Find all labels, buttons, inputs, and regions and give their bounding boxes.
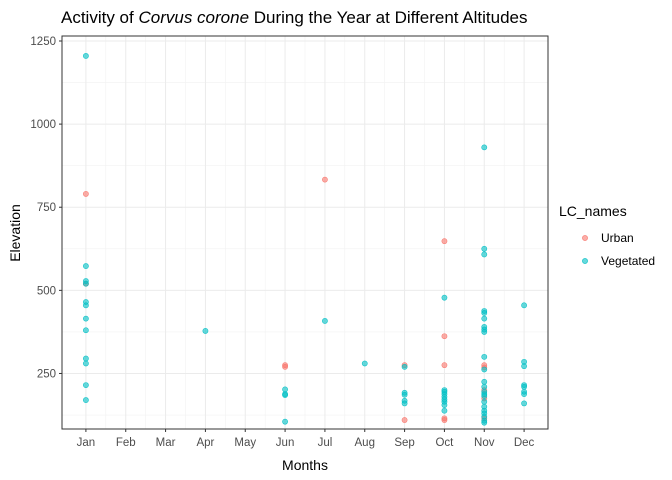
x-tick-label: Feb	[116, 437, 136, 449]
data-point-vegetated	[481, 383, 488, 390]
data-point-vegetated	[202, 328, 209, 334]
x-tick-label: Sep	[394, 437, 414, 449]
data-points	[83, 53, 527, 426]
data-point-vegetated	[481, 329, 488, 335]
data-point-vegetated	[481, 251, 488, 258]
y-tick-label: 250	[37, 368, 56, 380]
x-tick-label: Mar	[156, 437, 176, 449]
data-point-vegetated	[83, 280, 89, 287]
data-point-vegetated	[83, 397, 89, 403]
data-point-vegetated	[521, 363, 527, 370]
data-point-vegetated	[83, 302, 89, 309]
data-point-vegetated	[481, 366, 488, 373]
x-tick-label: Dec	[514, 437, 535, 449]
data-point-vegetated	[83, 327, 89, 334]
x-tick-label: Aug	[355, 437, 375, 449]
x-axis-ticks: Jan Feb Mar Apr May Jun Jul Aug Sep Oct Nov Dec	[77, 429, 535, 449]
data-point-vegetated	[481, 419, 488, 426]
y-tick-label: 500	[37, 285, 56, 297]
data-point-vegetated	[481, 144, 488, 151]
x-tick-label: Jun	[276, 437, 295, 449]
data-point-urban	[441, 333, 448, 340]
x-tick-label: Jan	[77, 437, 96, 449]
x-tick-label: Oct	[435, 437, 454, 449]
data-point-vegetated	[322, 318, 328, 324]
data-point-vegetated	[83, 360, 89, 367]
x-tick-label: Nov	[474, 437, 495, 449]
y-axis-ticks: 250 500 750 1000 1250	[30, 36, 62, 380]
title-species: Corvus corone	[138, 8, 250, 27]
data-point-vegetated	[441, 402, 448, 408]
legend-key-vegetated	[582, 258, 588, 264]
data-point-vegetated	[481, 393, 488, 399]
data-point-vegetated	[481, 245, 488, 252]
data-point-urban	[441, 417, 448, 423]
data-point-vegetated	[83, 315, 89, 322]
grid-lines	[62, 36, 548, 429]
data-point-vegetated	[441, 294, 448, 301]
title-suffix: During the Year at Different Altitudes	[249, 8, 528, 27]
x-tick-label: May	[234, 437, 256, 449]
x-axis-title: Months	[282, 457, 328, 473]
y-tick-label: 750	[37, 202, 56, 214]
data-point-urban	[282, 363, 288, 370]
data-point-vegetated	[83, 355, 89, 362]
data-point-vegetated	[401, 400, 408, 407]
data-point-vegetated	[282, 392, 288, 398]
data-point-vegetated	[481, 315, 488, 322]
data-point-vegetated	[361, 360, 368, 367]
data-point-urban	[401, 417, 408, 423]
data-point-vegetated	[481, 398, 488, 405]
data-point-vegetated	[441, 407, 448, 414]
y-tick-label: 1250	[30, 36, 56, 48]
data-point-vegetated	[401, 391, 408, 398]
data-point-vegetated	[521, 383, 527, 390]
chart-title: Activity of Corvus corone During the Yea…	[61, 8, 528, 28]
plot-border	[61, 35, 549, 430]
data-point-vegetated	[481, 378, 488, 385]
x-tick-label: Jul	[318, 437, 333, 449]
data-point-urban	[441, 238, 448, 245]
x-tick-label: Apr	[196, 437, 214, 449]
data-point-vegetated	[521, 302, 527, 309]
data-point-vegetated	[83, 382, 89, 389]
legend-title: LC_names	[559, 203, 627, 219]
data-point-urban	[83, 191, 89, 197]
legend: LC_names Urban Vegetated	[559, 203, 655, 268]
y-tick-label: 1000	[30, 119, 56, 131]
data-point-vegetated	[481, 353, 488, 360]
data-point-urban	[322, 176, 328, 183]
data-point-vegetated	[282, 418, 288, 425]
data-point-vegetated	[521, 400, 527, 407]
data-point-vegetated	[401, 363, 408, 370]
title-prefix: Activity of	[61, 8, 139, 27]
legend-label-urban: Urban	[601, 231, 634, 245]
data-point-urban	[441, 362, 448, 369]
data-point-vegetated	[83, 263, 89, 269]
data-point-vegetated	[481, 310, 488, 316]
y-axis-title: Elevation	[7, 204, 23, 262]
legend-label-vegetated: Vegetated	[601, 254, 655, 268]
legend-key-urban	[582, 235, 588, 241]
data-point-vegetated	[83, 53, 89, 59]
data-point-vegetated	[521, 391, 527, 397]
